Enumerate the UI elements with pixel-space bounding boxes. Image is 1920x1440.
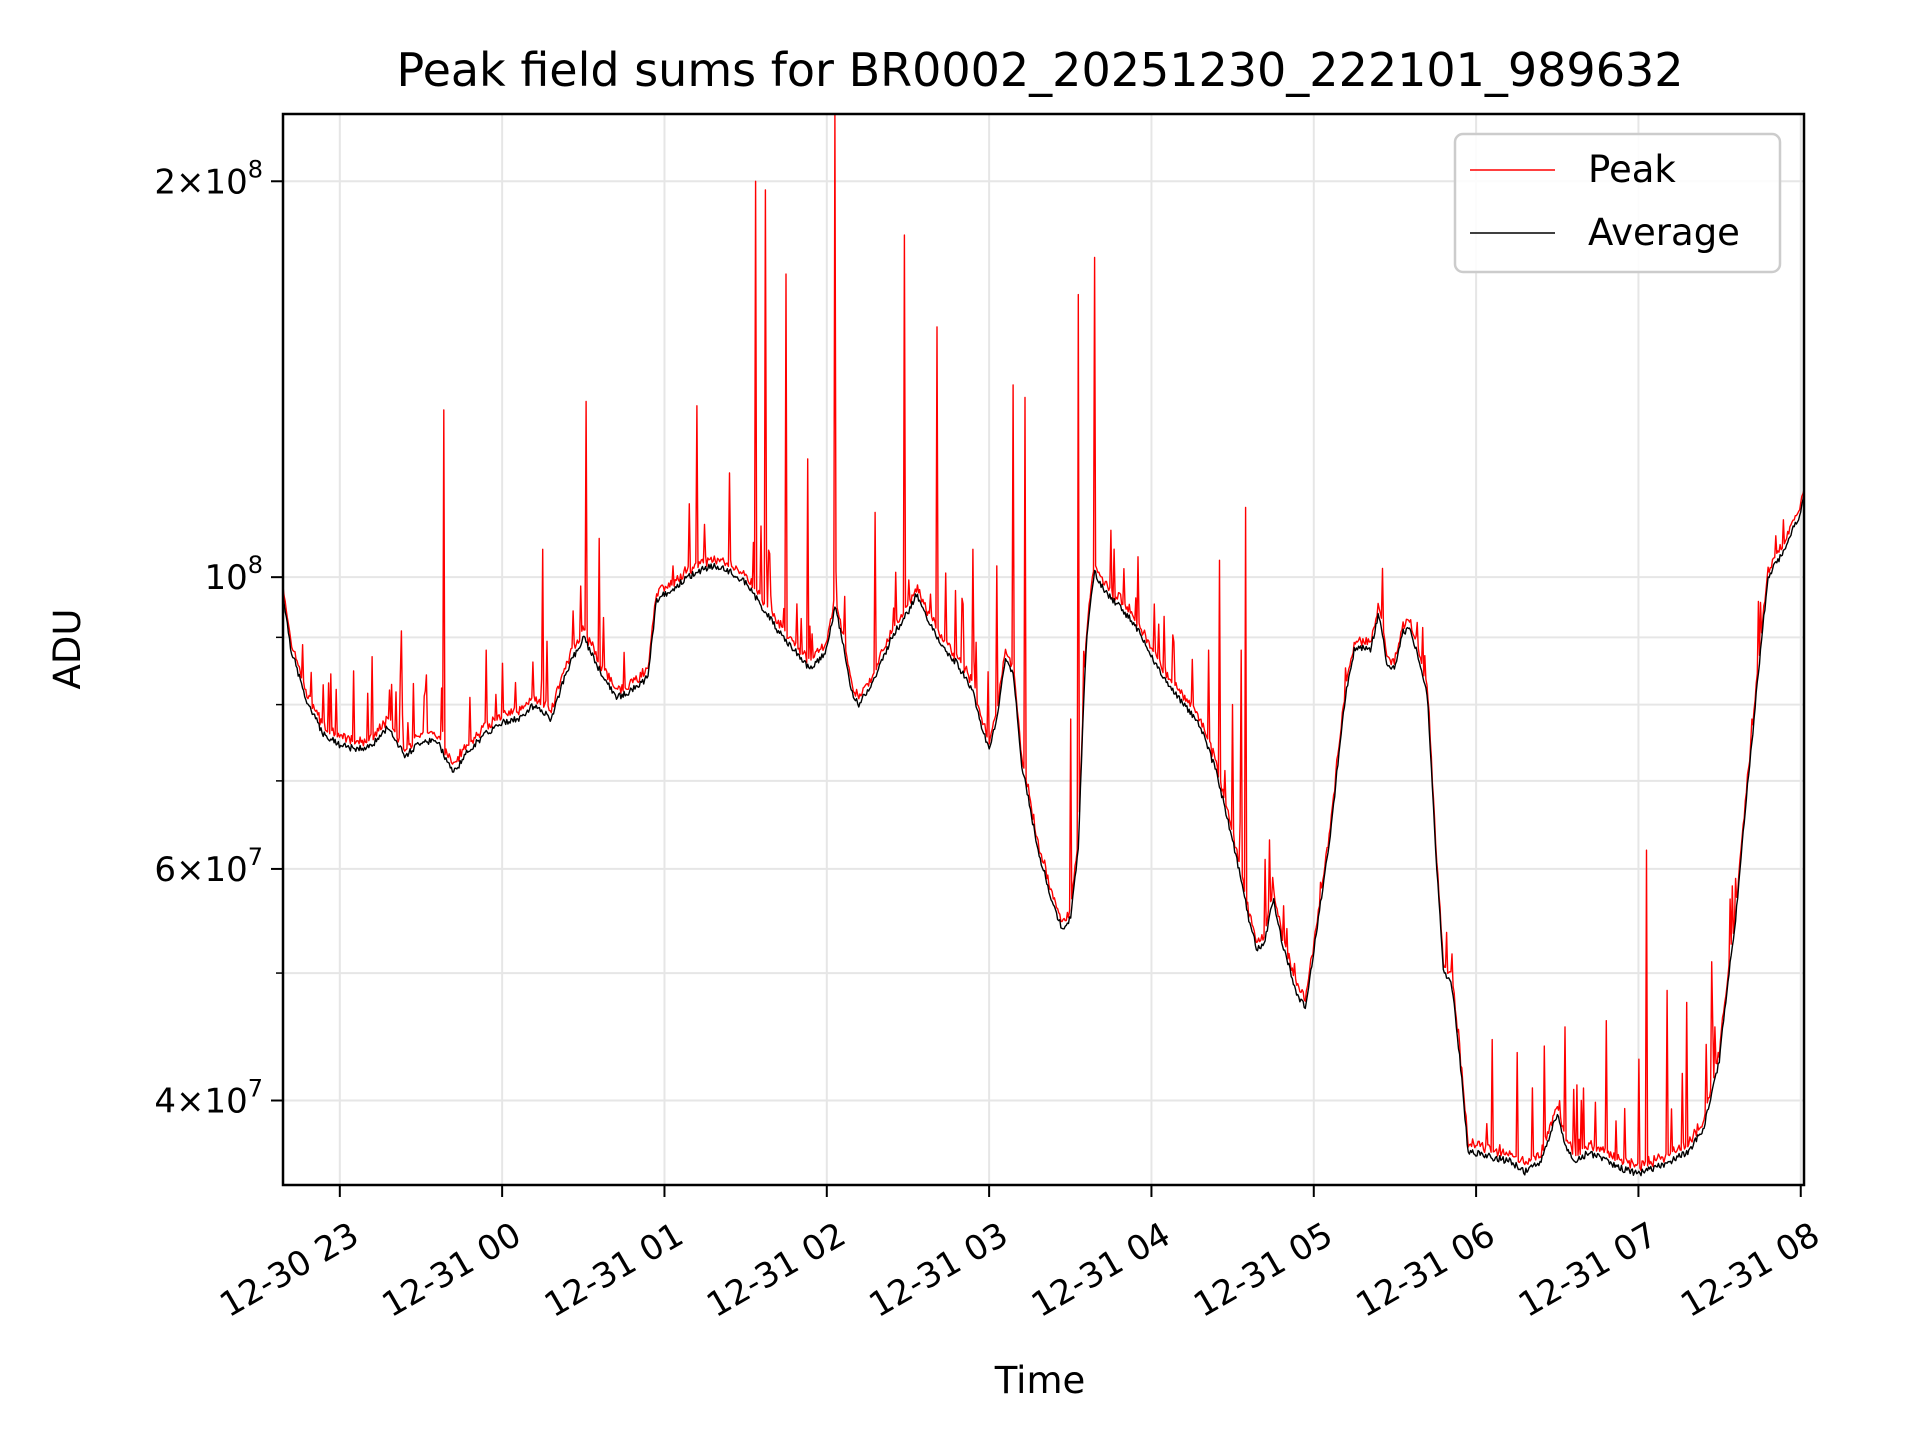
plot-series bbox=[282, 113, 1805, 1177]
y-tick-label: 4×107 bbox=[154, 1075, 263, 1122]
legend-peak-label: Peak bbox=[1588, 148, 1676, 191]
y-tick-label: 2×108 bbox=[154, 155, 263, 202]
chart-title: Peak field sums for BR0002_20251230_2221… bbox=[396, 43, 1683, 97]
grid bbox=[283, 114, 1804, 1185]
legend: Peak Average bbox=[1453, 132, 1782, 274]
axes-frame bbox=[281, 112, 1806, 1187]
average-series-line bbox=[282, 494, 1805, 1177]
legend-box bbox=[1453, 132, 1782, 274]
legend-average-label: Average bbox=[1588, 211, 1740, 254]
peak-series-line bbox=[282, 113, 1805, 1172]
y-axis-label: ADU bbox=[46, 609, 89, 690]
x-axis-label: Time bbox=[994, 1359, 1086, 1402]
y-tick-label: 6×107 bbox=[154, 843, 263, 890]
